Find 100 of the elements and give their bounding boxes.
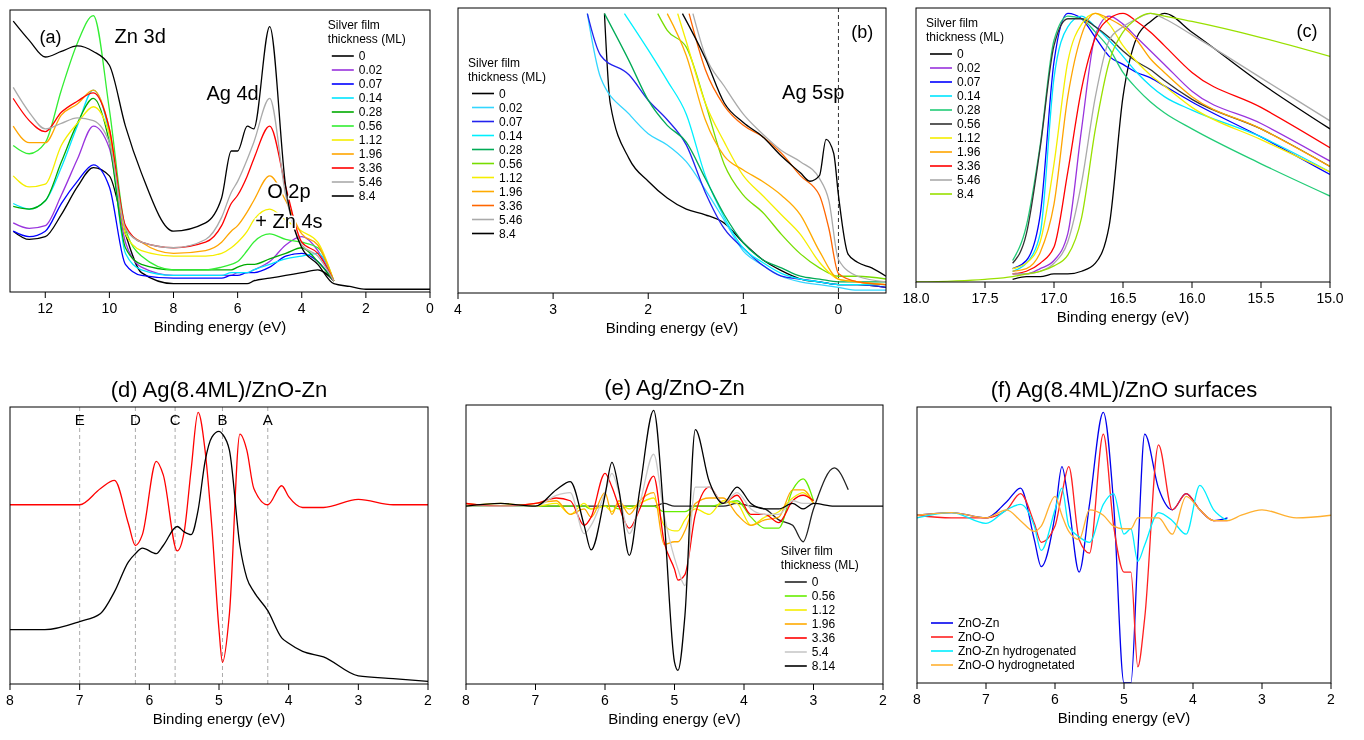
x-tick-label: 3: [1258, 691, 1267, 707]
x-tick-label: 8: [6, 692, 15, 708]
legend-label: 8.4: [957, 187, 975, 201]
x-tick-label: 5: [1120, 691, 1129, 707]
legend-label: 5.46: [499, 212, 523, 227]
x-tick-label: 8: [913, 691, 922, 707]
x-tick-label: 5: [215, 692, 224, 708]
x-tick-label: 0: [834, 301, 843, 317]
legend-label: 1.96: [957, 145, 981, 159]
annotation: O 2p: [267, 179, 311, 202]
annotation: Ag 4d: [206, 81, 259, 104]
x-tick-label: 7: [531, 692, 540, 708]
legend-label: 0: [957, 47, 964, 61]
legend-label: 3.36: [957, 159, 981, 173]
x-axis-title: Binding energy (eV): [605, 319, 739, 336]
legend-label: 1.96: [811, 617, 836, 631]
x-axis-title: Binding energy (eV): [153, 318, 287, 335]
legend-label: 8.4: [358, 189, 376, 203]
legend-label: 0: [358, 49, 366, 63]
x-tick-label: 10: [101, 300, 118, 316]
legend-label: 5.4: [811, 645, 829, 659]
legend-label: 1.12: [358, 133, 383, 147]
legend-label: 0.56: [957, 117, 981, 131]
legend-label: 0.28: [957, 103, 981, 117]
legend-label: 0.56: [358, 119, 383, 133]
legend-label: ZnO-O: [958, 630, 995, 644]
legend-label: 0.28: [499, 142, 523, 157]
legend-label: 3.36: [358, 161, 383, 175]
legend-label: ZnO-O hydrognetated: [958, 658, 1075, 672]
x-tick-label: 4: [284, 692, 293, 708]
x-tick-label: 4: [297, 300, 306, 316]
x-axis-title: Binding energy (eV): [608, 710, 741, 727]
x-tick-label: 8: [169, 300, 178, 316]
x-axis-title: Binding energy (eV): [1057, 709, 1191, 726]
x-tick-label: 12: [37, 300, 54, 316]
legend-label: 0.28: [358, 105, 383, 119]
x-tick-label: 3: [809, 692, 818, 708]
x-tick-label: 17.0: [1040, 290, 1068, 306]
legend-label: 0.02: [499, 100, 523, 115]
x-tick-label: 2: [644, 301, 653, 317]
legend-label: 3.36: [499, 198, 523, 213]
x-tick-label: 2: [424, 692, 433, 708]
legend-label: 0.14: [499, 128, 523, 143]
annotation: Ag 5sp: [782, 80, 845, 103]
legend-label: 0.14: [957, 89, 981, 103]
x-tick-label: 6: [1051, 691, 1060, 707]
x-tick-label: 3: [549, 301, 558, 317]
legend-label: 1.12: [811, 603, 836, 617]
legend-label: 0.07: [957, 75, 981, 89]
legend-label: 0: [499, 86, 506, 101]
x-tick-label: 2: [1327, 691, 1336, 707]
chart-title: (e) Ag/ZnO-Zn: [604, 375, 745, 400]
x-tick-label: 0: [426, 300, 435, 316]
annotation: (c): [1296, 21, 1318, 42]
legend-title: Silver film thickness (ML): [926, 16, 1005, 44]
x-tick-label: 4: [740, 692, 749, 708]
legend-label: 0.02: [957, 61, 981, 75]
x-tick-label: 4: [454, 301, 463, 317]
ref-line-label: C: [169, 411, 181, 428]
annotation: (b): [851, 22, 874, 43]
legend-label: 0: [811, 575, 819, 589]
legend-label: 1.96: [499, 184, 523, 199]
ref-line-label: E: [74, 411, 85, 428]
x-tick-label: 6: [601, 692, 610, 708]
legend-label: 0.56: [811, 589, 836, 603]
x-tick-label: 1: [739, 301, 748, 317]
x-tick-label: 7: [75, 692, 84, 708]
chart-title: (d) Ag(8.4ML)/ZnO-Zn: [110, 377, 328, 402]
legend-label: ZnO-Zn hydrogenated: [958, 644, 1077, 658]
x-tick-label: 7: [982, 691, 991, 707]
legend-label: 0.07: [499, 114, 523, 129]
x-tick-label: 17.5: [971, 290, 999, 306]
x-tick-label: 6: [233, 300, 242, 316]
legend-label: 1.12: [957, 131, 981, 145]
x-tick-label: 6: [145, 692, 154, 708]
legend-label: 3.36: [811, 631, 836, 645]
legend-label: 5.46: [358, 175, 383, 189]
ref-line-label: A: [262, 411, 273, 428]
x-tick-label: 2: [879, 692, 888, 708]
x-axis-title: Binding energy (eV): [152, 710, 286, 727]
legend-label: 0.56: [499, 156, 523, 171]
legend-title: Silver film thickness (ML): [327, 18, 406, 46]
x-tick-label: 8: [462, 692, 471, 708]
legend-label: ZnO-Zn: [958, 616, 1000, 630]
x-tick-label: 3: [354, 692, 363, 708]
x-tick-label: 4: [1189, 691, 1198, 707]
x-tick-label: 18.0: [902, 290, 930, 306]
legend-title: Silver film thickness (ML): [780, 544, 859, 572]
legend-label: 8.4: [499, 226, 517, 241]
legend-label: 0.02: [358, 63, 383, 77]
legend-label: 1.96: [358, 147, 383, 161]
x-tick-label: 15.5: [1247, 290, 1275, 306]
x-tick-label: 5: [670, 692, 679, 708]
x-tick-label: 16.5: [1109, 290, 1137, 306]
legend-label: 1.12: [499, 170, 523, 185]
ref-line-label: B: [217, 411, 228, 428]
legend-label: 5.46: [957, 173, 981, 187]
legend-label: 8.14: [811, 659, 836, 673]
x-tick-label: 15.0: [1316, 290, 1344, 306]
annotation: (a): [39, 26, 62, 47]
